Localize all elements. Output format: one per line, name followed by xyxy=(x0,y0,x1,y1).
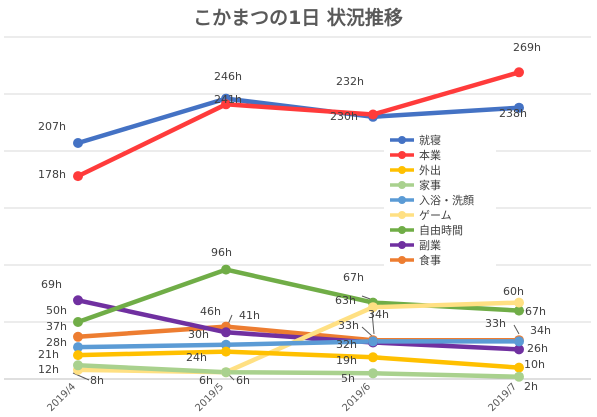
series-line-3 xyxy=(75,349,522,370)
legend-entry: 本業 xyxy=(419,148,441,162)
legend-swatch-marker xyxy=(398,151,406,159)
series-7-point-4 xyxy=(514,305,524,316)
series-7-point-1 xyxy=(73,317,83,327)
legend-entry: 食事 xyxy=(419,253,441,267)
series-5-point-3 xyxy=(368,336,378,347)
data-label: 37h xyxy=(46,320,67,333)
data-label: 269h xyxy=(513,41,541,54)
legend-entry: 入浴・洗顔 xyxy=(419,193,474,207)
series-4-point-1 xyxy=(73,360,83,371)
series-line-4 xyxy=(75,363,522,379)
legend-entry: 外出 xyxy=(419,163,441,177)
series-6-point-3 xyxy=(368,302,378,313)
series-2-point-4 xyxy=(514,67,524,78)
series-5-point-1 xyxy=(73,342,83,353)
series-line-2 xyxy=(75,70,522,179)
label-leader-line xyxy=(513,324,520,335)
series-3-point-2 xyxy=(221,346,231,357)
data-label: 241h xyxy=(214,93,242,106)
label-leader-line xyxy=(361,326,373,337)
x-tick-label: 2019/7 xyxy=(486,381,519,414)
data-label: 6h xyxy=(199,374,213,387)
legend-swatch-marker xyxy=(398,226,406,234)
series-5-point-4 xyxy=(514,336,524,347)
data-label: 33h xyxy=(485,317,506,330)
data-label: 2h xyxy=(524,380,538,393)
series-9-point-1 xyxy=(73,331,83,342)
data-label: 46h xyxy=(200,305,221,318)
legend-swatch-marker xyxy=(398,136,406,144)
data-label: 178h xyxy=(38,168,66,181)
data-label: 67h xyxy=(343,271,364,284)
data-label: 5h xyxy=(341,372,355,385)
series-line-5 xyxy=(75,339,522,350)
data-label: 24h xyxy=(186,351,207,364)
legend-entry: 就寝 xyxy=(419,133,441,147)
label-leader-line xyxy=(371,311,375,335)
data-label: 19h xyxy=(336,354,357,367)
legend-swatch-marker xyxy=(398,241,406,249)
data-label: 33h xyxy=(338,319,359,332)
data-label: 67h xyxy=(525,305,546,318)
data-label: 34h xyxy=(368,308,389,321)
series-2-point-1 xyxy=(73,171,83,182)
series-1-point-4 xyxy=(514,102,524,113)
series-3-point-1 xyxy=(73,350,83,361)
series-1-point-1 xyxy=(73,138,83,148)
series-8-point-2 xyxy=(221,327,231,338)
data-label: 26h xyxy=(527,342,548,355)
data-label: 60h xyxy=(503,285,524,298)
data-label: 12h xyxy=(38,363,59,376)
series-3-point-4 xyxy=(514,362,524,373)
data-label: 32h xyxy=(336,338,357,351)
series-line-6 xyxy=(75,300,522,375)
data-label: 207h xyxy=(38,120,66,133)
data-label: 10h xyxy=(524,358,545,371)
series-2-point-2 xyxy=(221,99,231,110)
legend-swatch-marker xyxy=(398,196,406,204)
data-label: 6h xyxy=(236,374,250,387)
data-label: 28h xyxy=(46,336,67,349)
data-label: 96h xyxy=(211,246,232,259)
legend-swatch-marker xyxy=(398,166,406,174)
data-label: 30h xyxy=(188,328,209,341)
legend-entry: 家事 xyxy=(419,178,441,192)
data-label: 238h xyxy=(499,107,527,120)
legend-entry: 副業 xyxy=(419,239,441,252)
series-4-point-4 xyxy=(514,371,524,382)
series-7-point-2 xyxy=(221,264,231,275)
legend-entry: 自由時間 xyxy=(419,223,463,237)
series-2-point-3 xyxy=(368,109,378,120)
data-label: 232h xyxy=(336,75,364,88)
data-label: 21h xyxy=(38,348,59,361)
data-label: 246h xyxy=(214,70,242,83)
series-8-point-1 xyxy=(73,295,83,306)
series-4-point-2 xyxy=(221,367,231,378)
x-tick-label: 2019/4 xyxy=(45,381,78,414)
series-8-point-4 xyxy=(514,344,524,355)
series-4-point-3 xyxy=(368,368,378,379)
legend-swatch-marker xyxy=(398,181,406,189)
series-3-point-3 xyxy=(368,352,378,363)
legend-entry: ゲーム xyxy=(419,209,452,222)
data-label: 34h xyxy=(530,324,551,337)
x-tick-label: 2019/6 xyxy=(340,381,373,414)
legend-swatch-marker xyxy=(398,256,406,264)
legend-swatch-marker xyxy=(398,211,406,219)
data-label: 230h xyxy=(330,110,358,123)
data-label: 8h xyxy=(90,374,104,387)
data-label: 63h xyxy=(335,294,356,307)
chart-title: こかまつの1日 状況推移 xyxy=(193,6,403,29)
series-6-point-4 xyxy=(514,297,524,308)
data-label: 50h xyxy=(46,304,67,317)
data-label: 69h xyxy=(41,278,62,291)
data-label: 41h xyxy=(239,309,260,322)
